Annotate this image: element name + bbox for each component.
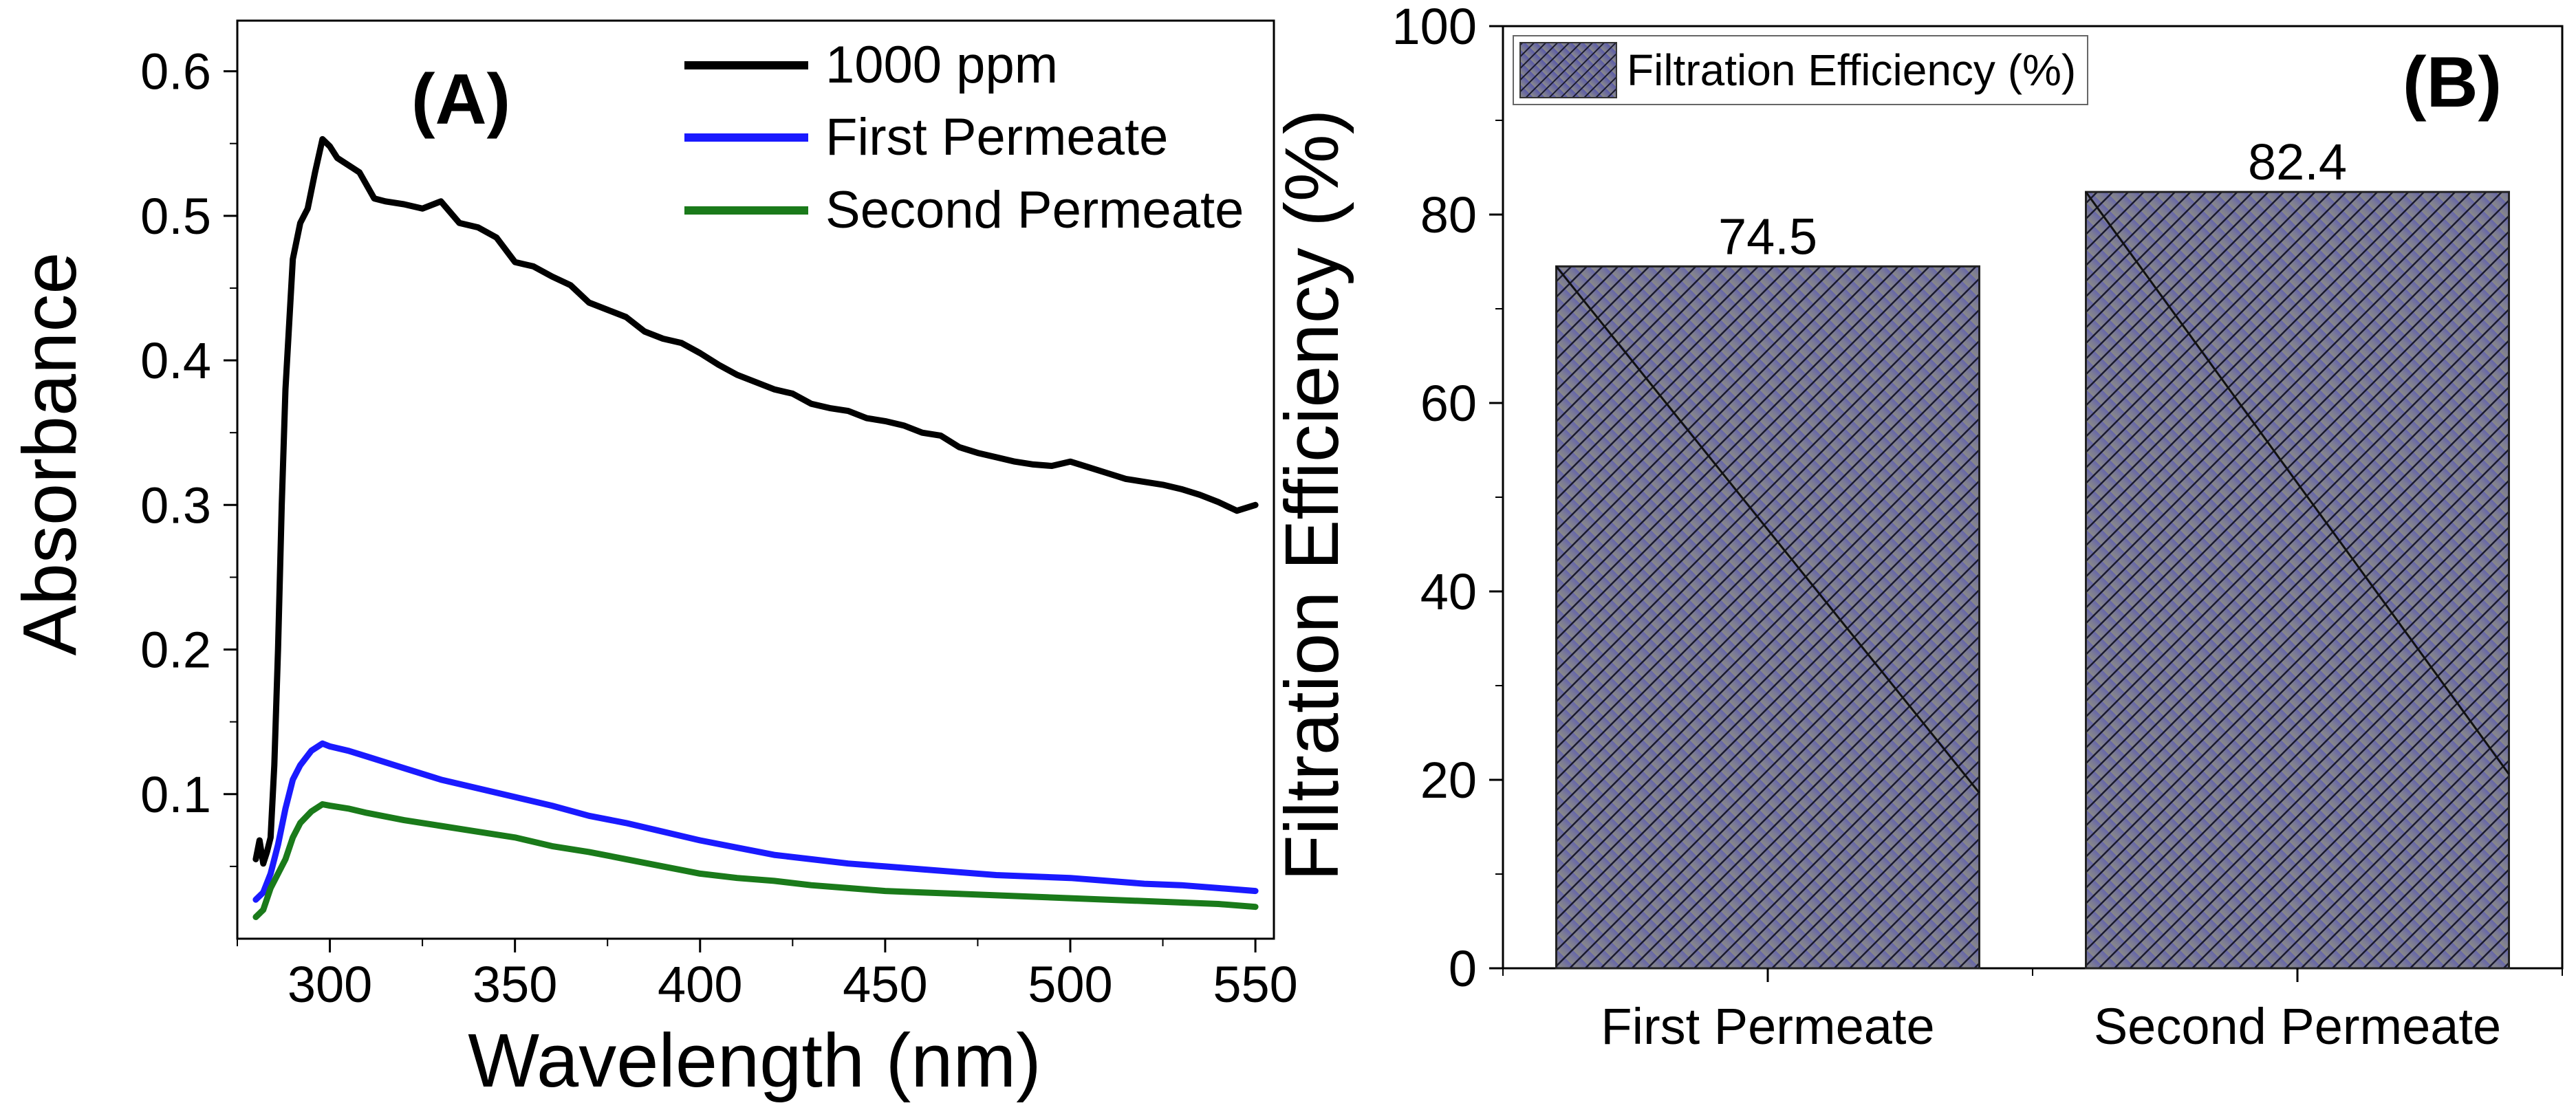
a-y-tick-label: 0.5	[140, 188, 211, 245]
legend-label-second-permeate: Second Permeate	[825, 181, 1244, 239]
panel-a-plot-frame	[236, 19, 1275, 940]
panel-a-legend: 1000 ppm First Permeate Second Permeate	[684, 36, 1244, 239]
panel-a-x-axis-label: Wavelength (nm)	[468, 1018, 1041, 1103]
bar-diagonal-second-permeate	[2085, 191, 2510, 775]
legend-label-1000ppm: 1000 ppm	[825, 36, 1058, 94]
a-y-tick-label: 0.2	[140, 622, 211, 679]
bar-diagonal-first-permeate	[1555, 265, 1980, 794]
panel-b-legend-swatch	[1519, 42, 1617, 98]
panel-b-legend-label: Filtration Efficiency (%)	[1627, 45, 2076, 95]
legend-entry-second-permeate: Second Permeate	[684, 181, 1244, 239]
panel-a-x-ticks: 300 350 400 450 500 550	[237, 939, 1298, 1013]
panel-a-label: (A)	[411, 60, 510, 140]
b-y-tick-label: 80	[1420, 186, 1477, 243]
series-line-second-permeate	[252, 801, 1259, 920]
bar-value-label-second-permeate: 82.4	[2248, 133, 2347, 190]
panel-b-bar-chart: (B) 0 20 40 60 80 100 74.5 First Permeate 82.4 S…	[1270, 0, 2564, 1055]
b-y-tick-label: 0	[1449, 940, 1477, 997]
bar-first-permeate	[1555, 265, 1980, 970]
b-y-tick-label: 40	[1420, 563, 1477, 620]
legend-entry-first-permeate: First Permeate	[684, 108, 1168, 166]
a-y-tick-label: 0.4	[140, 332, 211, 389]
legend-label-first-permeate: First Permeate	[825, 108, 1168, 166]
a-x-tick-label: 350	[473, 956, 557, 1013]
a-y-tick-label: 0.3	[140, 477, 211, 534]
series-line-first-permeate	[252, 740, 1259, 903]
b-y-tick-label: 20	[1420, 752, 1477, 809]
a-x-tick-label: 500	[1028, 956, 1112, 1013]
a-x-tick-label: 300	[288, 956, 372, 1013]
panel-a-series-lines	[252, 135, 1259, 920]
series-line-1000-ppm	[252, 135, 1259, 867]
panel-b-label: (B)	[2403, 43, 2502, 122]
a-x-tick-label: 550	[1213, 956, 1297, 1013]
panel-b-legend: Filtration Efficiency (%)	[1513, 35, 2088, 105]
panel-a-y-axis-label: Absorbance	[8, 252, 92, 655]
b-y-tick-label: 60	[1420, 375, 1477, 432]
a-y-tick-label: 0.6	[140, 43, 211, 100]
a-x-tick-label: 400	[658, 956, 742, 1013]
panel-a-line-chart: (A) 0.1 0.2 0.3 0.4 0.5 0.6 300 350 400 450 500 55…	[8, 19, 1298, 1103]
bar-value-label-first-permeate: 74.5	[1718, 208, 1817, 265]
panel-b-y-axis-label: Filtration Efficiency (%)	[1270, 109, 1354, 882]
panel-a-y-ticks: 0.1 0.2 0.3 0.4 0.5 0.6	[140, 43, 237, 867]
panel-b-y-ticks: 0 20 40 60 80 100	[1392, 0, 1503, 997]
panel-b-bars: 74.5 First Permeate 82.4 Second Permeate	[1502, 133, 2563, 1055]
b-x-tick-label-second-permeate: Second Permeate	[2094, 998, 2501, 1055]
b-x-tick-label-first-permeate: First Permeate	[1601, 998, 1934, 1055]
a-y-tick-label: 0.1	[140, 766, 211, 823]
b-y-tick-label: 100	[1392, 0, 1477, 55]
bar-second-permeate	[2085, 190, 2510, 970]
legend-entry-1000ppm: 1000 ppm	[684, 36, 1058, 94]
a-x-tick-label: 450	[843, 956, 927, 1013]
